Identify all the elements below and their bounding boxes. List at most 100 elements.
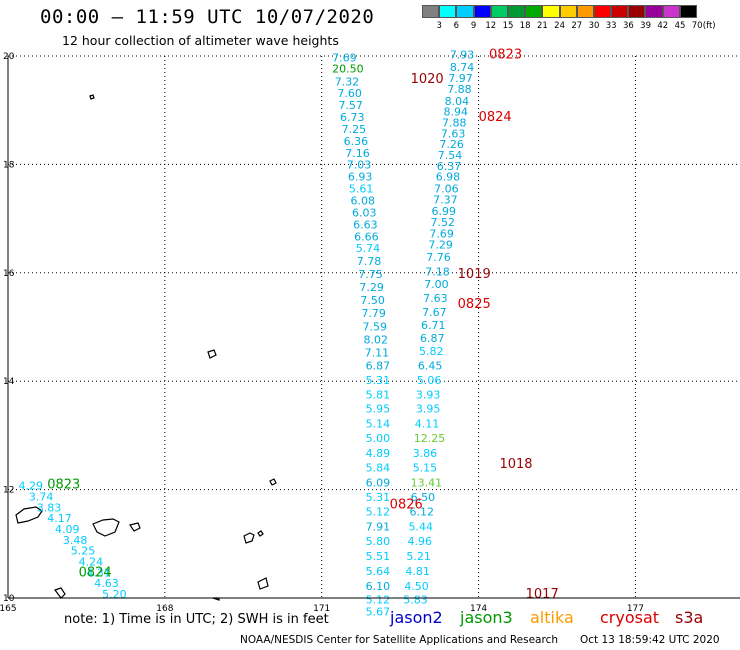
wave-height-value: 7.16	[345, 147, 370, 160]
color-scale-swatch	[679, 5, 697, 18]
x-tick-label: 171	[313, 604, 330, 614]
wave-height-value: 7.69	[429, 228, 454, 241]
wave-height-value: 7.25	[342, 123, 367, 136]
wave-height-value: 7.06	[434, 183, 459, 196]
wave-height-value: 5.00	[366, 432, 391, 445]
mission-label-jason2: jason2	[390, 608, 443, 627]
wave-height-value: 5.84	[366, 462, 391, 475]
color-scale-swatch	[507, 5, 526, 18]
color-scale-label: 3	[436, 21, 442, 31]
track-time-label: 0823	[489, 48, 522, 63]
island-shape	[207, 349, 217, 359]
color-scale-swatch	[662, 5, 680, 18]
wave-height-value: 6.12	[410, 506, 435, 519]
wave-height-value: 7.63	[423, 292, 448, 305]
wave-height-value: 6.73	[340, 111, 365, 124]
wave-height-value: 5.51	[366, 550, 391, 563]
color-scale-label: 9	[470, 21, 477, 31]
page-title: 00:00 – 11:59 UTC 10/07/2020	[40, 6, 375, 28]
y-tick-label: 12	[3, 486, 14, 496]
wave-height-value: 5.67	[366, 605, 391, 618]
wave-height-value: 6.09	[366, 476, 391, 489]
y-tick-label: 20	[3, 52, 15, 62]
wave-height-value: 7.97	[448, 72, 473, 85]
color-scale-label: 39	[640, 21, 652, 31]
wave-height-value: 20.50	[332, 62, 364, 75]
color-scale-label: 18	[519, 21, 531, 31]
color-scale-label: 21	[536, 21, 548, 31]
wave-height-value: 3.48	[63, 534, 88, 547]
wave-height-value: 3.74	[29, 490, 53, 503]
wave-height-value: 8.74	[450, 61, 475, 74]
wave-height-value: 7.18	[425, 266, 450, 279]
mission-label-s3a: s3a	[675, 608, 704, 627]
wave-height-value: 7.57	[338, 99, 363, 112]
wave-height-value: 6.03	[352, 206, 377, 219]
wave-height-value: 3.86	[413, 447, 438, 460]
color-scale-swatch	[525, 5, 543, 18]
wave-height-value: 7.91	[366, 520, 391, 533]
track-time-label: 1018	[499, 457, 532, 472]
wave-height-value: 7.26	[439, 138, 464, 151]
wave-height-value: 7.11	[365, 346, 390, 359]
island-shape	[269, 478, 277, 486]
wave-height-value: 5.74	[356, 242, 381, 255]
wave-height-value: 6.37	[437, 160, 462, 173]
island-shape	[92, 518, 120, 537]
wave-height-value: 7.00	[424, 278, 449, 291]
color-scale-swatch	[645, 5, 663, 18]
wave-height-value: 7.93	[450, 49, 475, 62]
wave-height-value: 7.88	[442, 116, 467, 129]
x-tick-label: 165	[0, 604, 17, 614]
color-scale-label: 27	[571, 21, 583, 31]
wave-height-value: 5.31	[366, 374, 391, 387]
wave-height-value: 7.75	[358, 268, 383, 281]
color-scale-swatch	[576, 5, 594, 18]
island-shape	[129, 522, 141, 532]
track-time-label: 0826	[390, 498, 423, 513]
color-scale-swatch	[593, 5, 612, 18]
wave-height-value: 6.71	[421, 319, 446, 332]
wave-height-value: 5.44	[409, 520, 434, 533]
wave-height-value: 7.63	[441, 127, 466, 140]
wave-height-value: 3.95	[416, 403, 441, 416]
wave-height-value: 6.98	[436, 171, 461, 184]
wave-height-value: 5.12	[366, 506, 391, 519]
track-time-label: 0824	[79, 565, 112, 580]
wave-height-value: 5.25	[71, 545, 96, 558]
wave-height-value: 5.61	[349, 183, 374, 196]
color-scale-label: 15	[502, 21, 514, 31]
wave-height-value: 5.81	[366, 389, 391, 402]
wave-height-value: 5.31	[366, 491, 391, 504]
color-scale-label: 30	[588, 21, 600, 31]
wave-height-value: 4.81	[405, 565, 430, 578]
track-time-label: 0823	[47, 478, 80, 493]
page-subtitle: 12 hour collection of altimeter wave hei…	[62, 33, 339, 48]
wave-height-value: 7.59	[362, 320, 387, 333]
color-scale-label: 6	[453, 21, 460, 31]
wave-height-value: 7.88	[447, 83, 472, 96]
y-tick-label: 14	[3, 377, 15, 387]
island-shape	[257, 577, 269, 590]
wave-height-value: 4.11	[415, 417, 440, 430]
color-scale-swatch	[473, 5, 491, 18]
color-scale-swatch	[422, 5, 440, 18]
track-time-label: 0825	[458, 297, 491, 312]
wave-height-value: 4.09	[55, 523, 80, 536]
wave-height-value: 7.78	[357, 255, 382, 268]
wave-height-value: 6.50	[411, 491, 436, 504]
wave-height-value: 6.45	[418, 359, 443, 372]
color-scale-swatch	[456, 5, 474, 18]
wave-height-value: 6.36	[344, 135, 369, 148]
wave-height-value: 7.29	[359, 281, 384, 294]
mission-label-cryosat: cryosat	[600, 608, 660, 627]
color-scale-swatch	[611, 5, 629, 18]
x-tick-label: 168	[156, 604, 173, 614]
wave-height-value: 3.93	[416, 389, 441, 402]
color-scale-label: 45	[674, 21, 686, 31]
wave-height-value: 7.54	[438, 149, 463, 162]
wave-height-value: 4.63	[94, 577, 119, 590]
wave-height-value: 6.93	[348, 171, 373, 184]
wave-height-value: 5.83	[403, 593, 428, 606]
